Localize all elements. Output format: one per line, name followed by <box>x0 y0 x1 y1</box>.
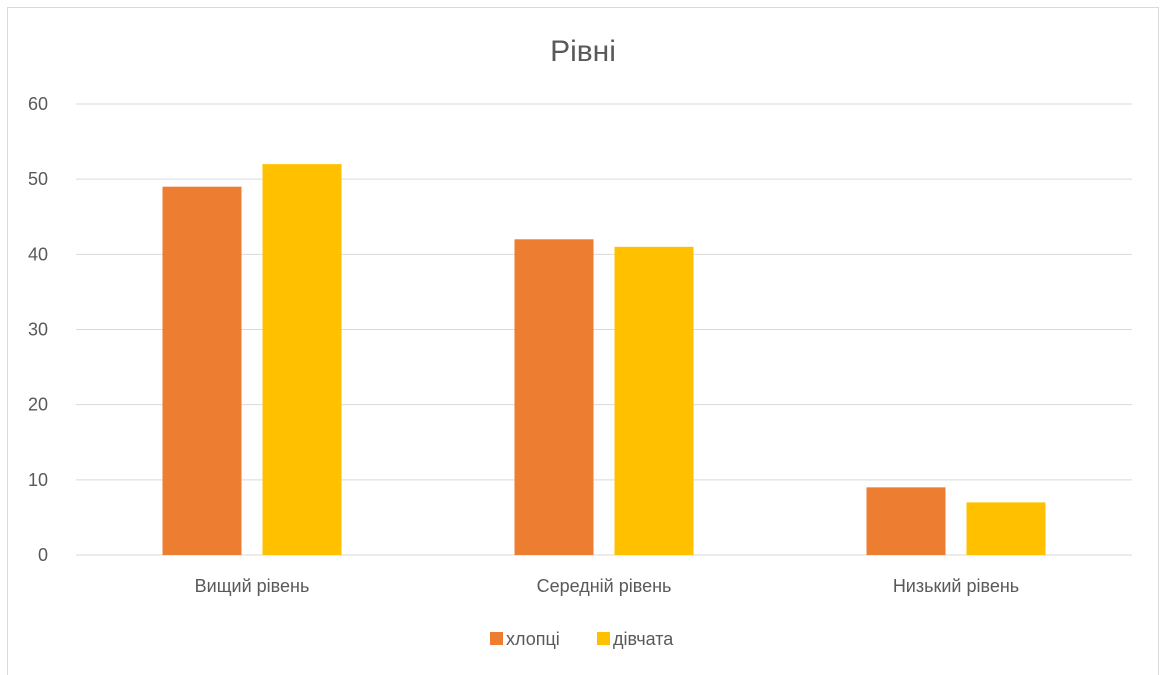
y-tick-label: 40 <box>28 244 48 264</box>
bar-дівчата-1 <box>614 246 694 556</box>
grid-lines <box>76 103 1132 556</box>
x-axis-categories: Вищий рівень Середній рівень Низький рівен… <box>195 576 1020 596</box>
legend: хлопці дівчата <box>490 629 674 649</box>
y-tick-label: 20 <box>28 395 48 415</box>
y-tick-label: 50 <box>28 169 48 189</box>
legend-swatch <box>597 632 610 645</box>
bar-хлопці-1 <box>514 239 594 556</box>
bar-дівчата-2 <box>966 502 1046 555</box>
x-category-label: Середній рівень <box>537 576 672 596</box>
x-category-label: Низький рівень <box>893 576 1019 596</box>
x-category-label: Вищий рівень <box>195 576 310 596</box>
y-tick-label: 60 <box>28 94 48 114</box>
bar-дівчата-0 <box>262 164 342 555</box>
y-axis-ticks: 0 10 20 30 40 50 60 <box>28 94 48 565</box>
chart-title: Рівні <box>550 35 616 68</box>
y-tick-label: 10 <box>28 470 48 490</box>
bar-хлопці-0 <box>162 186 242 555</box>
legend-label: хлопці <box>506 629 560 649</box>
bars <box>162 164 1046 556</box>
bar-хлопці-2 <box>866 487 946 555</box>
legend-label: дівчата <box>613 629 674 649</box>
legend-swatch <box>490 632 503 645</box>
y-tick-label: 0 <box>38 545 48 565</box>
y-tick-label: 30 <box>28 320 48 340</box>
